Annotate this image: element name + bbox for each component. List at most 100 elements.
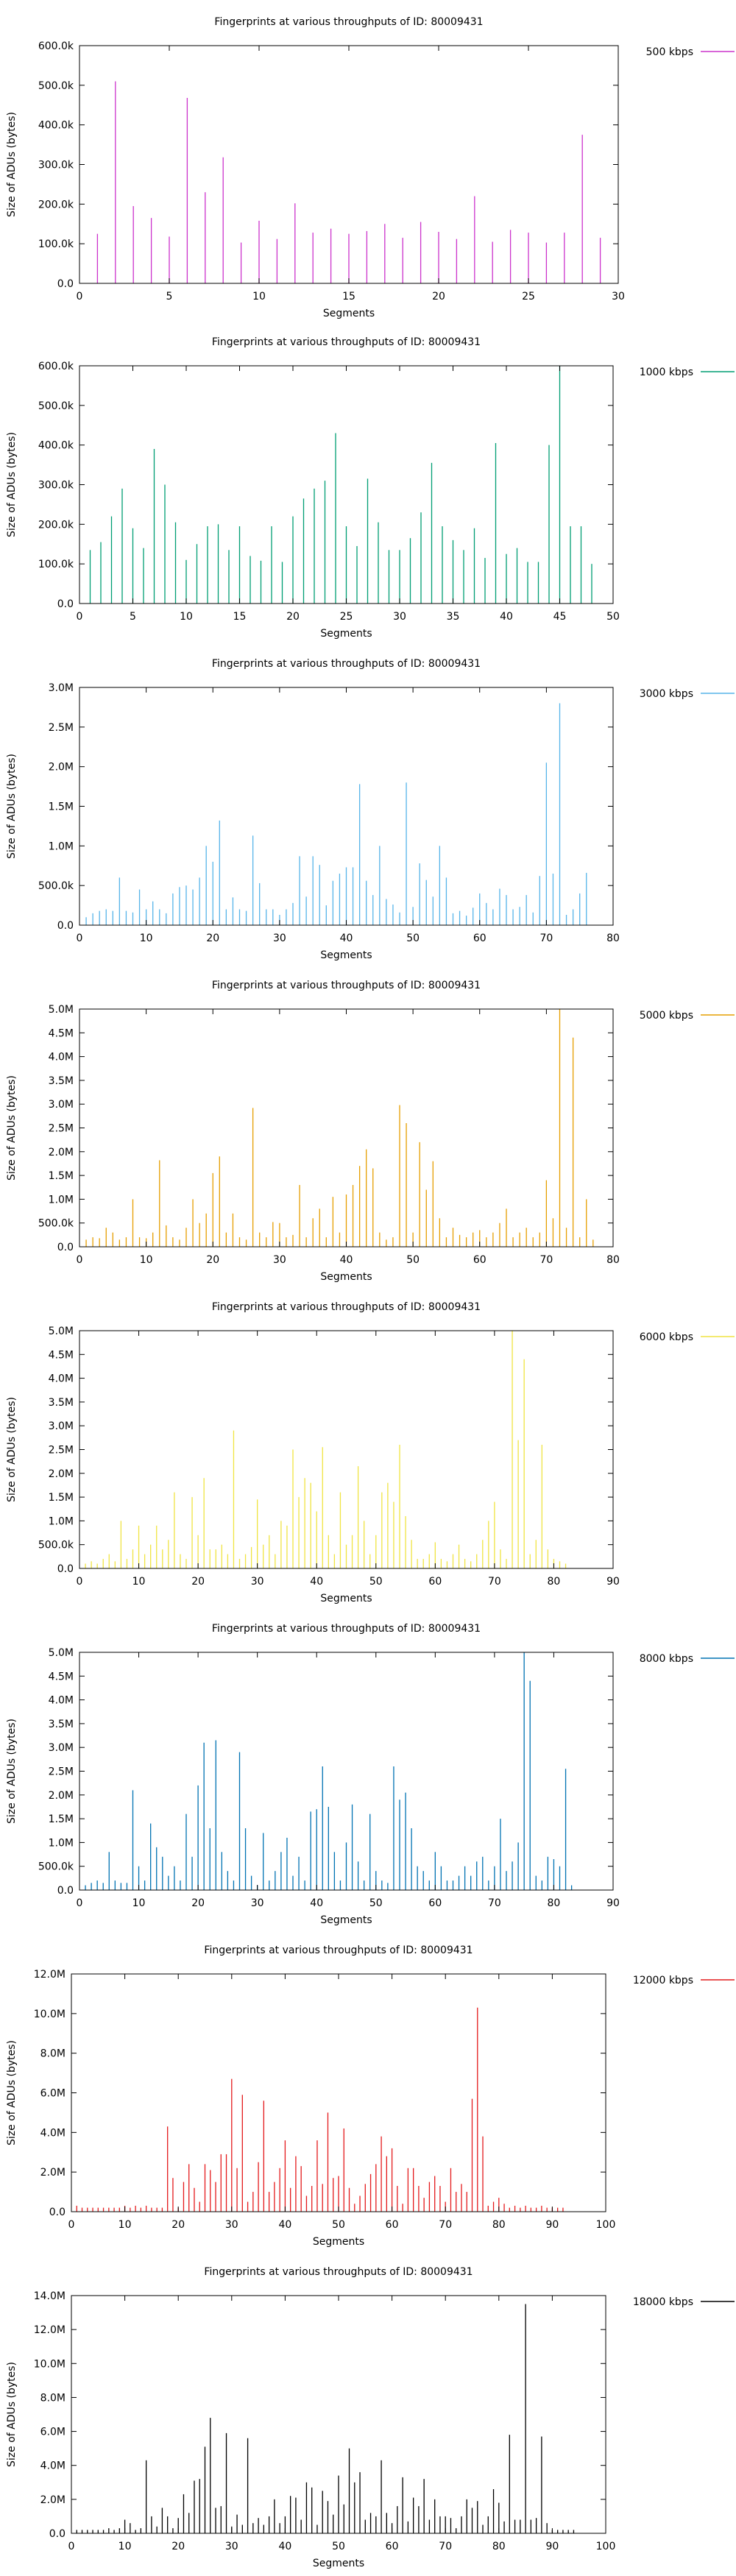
y-tick-label: 3.5M xyxy=(49,1075,74,1087)
chart-svg: Fingerprints at various throughputs of I… xyxy=(6,1301,735,1604)
y-tick-label: 1.5M xyxy=(49,1492,74,1504)
y-tick-label: 1.0M xyxy=(49,841,74,852)
y-tick-label: 3.5M xyxy=(49,1719,74,1730)
x-tick-label: 35 xyxy=(447,611,460,623)
x-tick-label: 30 xyxy=(225,2219,238,2231)
x-axis-label: Segments xyxy=(320,628,372,640)
y-tick-label: 0.0 xyxy=(57,1885,74,1897)
x-tick-label: 90 xyxy=(545,2541,559,2552)
y-axis-label: Size of ADUs (bytes) xyxy=(6,112,18,217)
y-tick-label: 4.5M xyxy=(49,1027,74,1039)
y-tick-label: 1.5M xyxy=(49,802,74,813)
x-tick-label: 30 xyxy=(273,933,286,944)
x-tick-label: 25 xyxy=(522,291,535,302)
y-axis-label: Size of ADUs (bytes) xyxy=(6,754,18,859)
x-axis-label: Segments xyxy=(320,1593,372,1604)
y-axis-label: Size of ADUs (bytes) xyxy=(6,432,18,537)
chart-panel: Fingerprints at various throughputs of I… xyxy=(0,1608,736,1930)
x-tick-label: 10 xyxy=(132,1897,146,1909)
legend-label: 1000 kbps xyxy=(640,367,693,378)
y-tick-label: 500.0k xyxy=(38,80,74,92)
chart-title: Fingerprints at various throughputs of I… xyxy=(212,980,481,991)
y-tick-label: 5.0M xyxy=(49,1004,74,1016)
x-tick-label: 15 xyxy=(342,291,355,302)
y-tick-label: 400.0k xyxy=(38,440,74,452)
y-tick-label: 2.5M xyxy=(49,1766,74,1778)
x-tick-label: 20 xyxy=(171,2219,185,2231)
x-tick-label: 30 xyxy=(251,1897,264,1909)
x-tick-label: 30 xyxy=(273,1254,286,1266)
y-axis-label: Size of ADUs (bytes) xyxy=(6,1397,18,1502)
x-tick-label: 70 xyxy=(439,2219,452,2231)
x-tick-label: 90 xyxy=(545,2219,559,2231)
y-tick-label: 500.0k xyxy=(38,1218,74,1230)
y-tick-label: 4.5M xyxy=(49,1349,74,1361)
y-tick-label: 1.5M xyxy=(49,1170,74,1182)
chart-panel: Fingerprints at various throughputs of I… xyxy=(0,1287,736,1608)
y-tick-label: 10.0M xyxy=(34,2009,66,2020)
chart-svg: Fingerprints at various throughputs of I… xyxy=(6,1945,735,2248)
x-tick-label: 40 xyxy=(278,2219,291,2231)
x-tick-label: 60 xyxy=(473,1254,486,1266)
x-tick-label: 80 xyxy=(548,1576,561,1588)
y-tick-label: 8.0M xyxy=(40,2392,66,2404)
chart-panel: Fingerprints at various throughputs of I… xyxy=(0,1930,736,2251)
x-tick-label: 60 xyxy=(386,2541,399,2552)
plot-frame xyxy=(79,1330,614,1569)
y-tick-label: 3.0M xyxy=(49,682,74,694)
y-tick-label: 8.0M xyxy=(40,2048,66,2060)
x-tick-label: 40 xyxy=(310,1576,323,1588)
chart-panel: Fingerprints at various throughputs of I… xyxy=(0,965,736,1287)
x-tick-label: 5 xyxy=(166,291,173,302)
y-tick-label: 4.0M xyxy=(40,2460,66,2472)
legend-label: 5000 kbps xyxy=(640,1010,693,1022)
x-axis-label: Segments xyxy=(320,949,372,961)
x-tick-label: 80 xyxy=(606,933,620,944)
y-axis-label: Size of ADUs (bytes) xyxy=(6,2040,18,2145)
x-tick-label: 100 xyxy=(596,2541,616,2552)
x-tick-label: 0 xyxy=(77,1897,83,1909)
y-tick-label: 100.0k xyxy=(38,559,74,570)
x-tick-label: 20 xyxy=(191,1576,205,1588)
chart-title: Fingerprints at various throughputs of I… xyxy=(212,1301,481,1313)
chart-title: Fingerprints at various throughputs of I… xyxy=(204,1945,473,1956)
y-tick-label: 500.0k xyxy=(38,880,74,892)
x-tick-label: 80 xyxy=(606,1254,620,1266)
x-tick-label: 0 xyxy=(77,611,83,623)
y-tick-label: 500.0k xyxy=(38,1861,74,1873)
y-tick-label: 2.5M xyxy=(49,1123,74,1135)
y-tick-label: 300.0k xyxy=(38,480,74,492)
x-tick-label: 10 xyxy=(118,2219,132,2231)
chart-svg: Fingerprints at various throughputs of I… xyxy=(6,2266,735,2569)
y-tick-label: 400.0k xyxy=(38,120,74,132)
x-tick-label: 30 xyxy=(225,2541,238,2552)
legend-label: 12000 kbps xyxy=(633,1975,693,1986)
x-axis-label: Segments xyxy=(323,308,375,319)
x-tick-label: 15 xyxy=(233,611,247,623)
x-tick-label: 60 xyxy=(473,933,486,944)
y-tick-label: 2.0M xyxy=(49,1790,74,1802)
y-tick-label: 1.0M xyxy=(49,1837,74,1849)
y-tick-label: 0.0 xyxy=(57,278,74,290)
y-tick-label: 600.0k xyxy=(38,361,74,372)
legend-label: 8000 kbps xyxy=(640,1653,693,1665)
y-tick-label: 0.0 xyxy=(57,598,74,610)
y-tick-label: 500.0k xyxy=(38,1540,74,1551)
x-tick-label: 40 xyxy=(340,1254,353,1266)
x-tick-label: 50 xyxy=(406,933,420,944)
y-tick-label: 12.0M xyxy=(34,2324,66,2336)
chart-svg: Fingerprints at various throughputs of I… xyxy=(6,658,735,961)
x-tick-label: 100 xyxy=(596,2219,616,2231)
y-tick-label: 5.0M xyxy=(49,1647,74,1659)
x-tick-label: 50 xyxy=(406,1254,420,1266)
x-tick-label: 20 xyxy=(206,933,219,944)
chart-svg: Fingerprints at various throughputs of I… xyxy=(6,980,735,1283)
x-tick-label: 10 xyxy=(132,1576,146,1588)
y-tick-label: 1.0M xyxy=(49,1194,74,1206)
x-tick-label: 45 xyxy=(553,611,567,623)
y-tick-label: 200.0k xyxy=(38,519,74,531)
y-tick-label: 2.0M xyxy=(49,762,74,774)
x-tick-label: 0 xyxy=(77,933,83,944)
y-tick-label: 300.0k xyxy=(38,160,74,171)
y-tick-label: 5.0M xyxy=(49,1326,74,1337)
